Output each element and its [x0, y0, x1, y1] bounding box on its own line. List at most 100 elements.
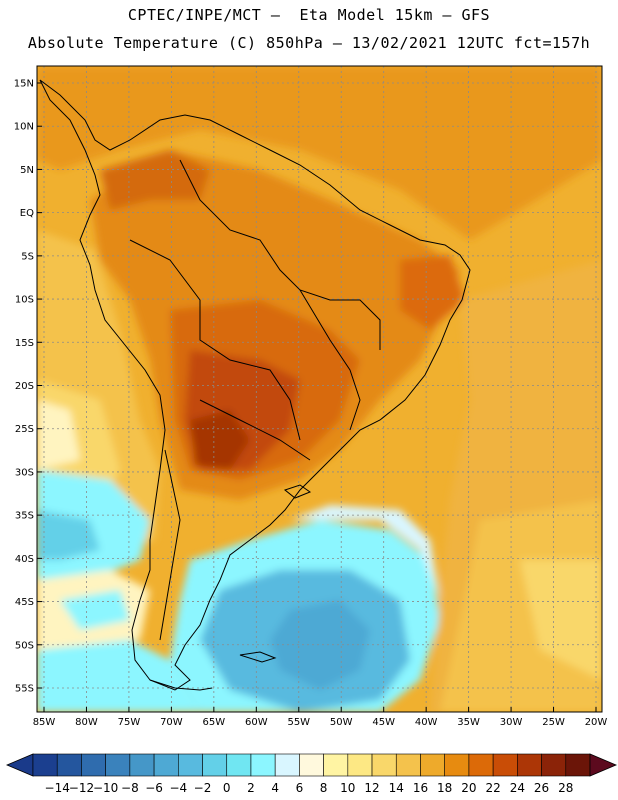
colorbar-label: 0: [223, 781, 231, 795]
colorbar-label: −10: [93, 781, 118, 795]
lat-label: 15N: [14, 79, 34, 90]
colorbar-label: 18: [437, 781, 452, 795]
colorbar: [5, 753, 618, 777]
field-zone: [270, 600, 370, 690]
colorbar-label: 20: [461, 781, 476, 795]
colorbar-swatch: [56, 753, 82, 777]
lat-label: 20S: [15, 381, 34, 392]
colorbar-swatch: [565, 753, 591, 777]
colorbar-label: −6: [145, 781, 163, 795]
chart-subtitle: Absolute Temperature (C) 850hPa – 13/02/…: [27, 34, 591, 52]
border-line: [179, 159, 381, 350]
field-zone: [37, 400, 80, 470]
colorbar-label: 24: [510, 781, 525, 795]
colorbar-labels: −14−12−10 −8 −6 −4 −2 0 2 4 6 8 10 12 14 16 18 20 22 24 26…: [45, 781, 574, 795]
lat-label: 10S: [15, 295, 34, 306]
colorbar-swatch: [420, 753, 445, 777]
field-zone: [400, 255, 465, 330]
colorbar-swatch: [517, 753, 542, 777]
lat-label: 30S: [15, 467, 34, 478]
colorbar-swatch: [129, 753, 155, 777]
lat-label: 45S: [15, 597, 34, 608]
axis-ticks: [37, 82, 597, 712]
colorbar-label: −2: [194, 781, 212, 795]
longitude-labels: 85W 80W 75W 70W 65W 60W 55W 50W 45W 40W 35W 30W 25W 2…: [33, 717, 608, 728]
field-zone: [37, 640, 200, 712]
lon-label: 40W: [415, 717, 438, 728]
temperature-field: [37, 66, 602, 712]
colorbar-swatch: [323, 753, 349, 777]
lon-label: 85W: [33, 717, 56, 728]
colorbar-label: 8: [320, 781, 328, 795]
colorbar-swatch: [468, 753, 494, 777]
lon-label: 20W: [585, 717, 608, 728]
continent-outline: [39, 79, 471, 691]
colorbar-label: 28: [558, 781, 573, 795]
lat-label: 55S: [15, 684, 34, 695]
colorbar-swatch: [32, 753, 58, 777]
lon-label: 55W: [287, 717, 310, 728]
colorbar-swatch: [250, 753, 276, 777]
colorbar-label: −4: [169, 781, 187, 795]
colorbar-swatch: [153, 753, 179, 777]
colorbar-swatch: [541, 753, 567, 777]
field-zone: [520, 560, 602, 680]
colorbar-label: 26: [534, 781, 549, 795]
lat-label: 25S: [15, 424, 34, 435]
tierra-del-fuego: [149, 679, 213, 691]
colorbar-swatch: [492, 753, 518, 777]
border-line: [159, 449, 181, 641]
colorbar-label: −14: [45, 781, 70, 795]
lagoon: [283, 484, 312, 499]
colorbar-swatch: [226, 753, 252, 777]
lat-label: EQ: [20, 208, 34, 219]
border-line: [129, 239, 301, 441]
field-zone: [290, 505, 440, 600]
colorbar-swatch: [105, 753, 131, 777]
colorbar-swatch: [347, 753, 373, 777]
falkland-islands: [239, 651, 277, 663]
colorbar-swatch: [444, 753, 470, 777]
colorbar-label: 22: [485, 781, 500, 795]
colorbar-swatch: [202, 753, 228, 777]
border-line: [299, 289, 361, 431]
field-zone: [37, 470, 150, 590]
colorbar-label: 6: [296, 781, 304, 795]
lat-label: 40S: [15, 554, 34, 565]
lat-label: 5N: [20, 165, 34, 176]
field-zone: [37, 510, 100, 560]
colorbar-label: −12: [69, 781, 94, 795]
field-zone: [60, 590, 130, 630]
colorbar-max-arrow: [589, 753, 618, 777]
map-frame: [36, 65, 603, 713]
lon-label: 35W: [457, 717, 480, 728]
lon-label: 80W: [75, 717, 98, 728]
colorbar-swatch: [371, 753, 397, 777]
colorbar-label: 14: [389, 781, 404, 795]
lat-label: 35S: [15, 511, 34, 522]
border-line: [199, 399, 311, 461]
lon-label: 60W: [245, 717, 268, 728]
colorbar-swatch: [81, 753, 106, 777]
colorbar-label: 16: [413, 781, 428, 795]
lon-label: 45W: [372, 717, 395, 728]
colorbar-label: 2: [247, 781, 255, 795]
colorbar-swatch: [299, 753, 324, 777]
colorbar-label: 10: [340, 781, 355, 795]
colorbar-swatch: [274, 753, 300, 777]
lat-label: 50S: [15, 640, 34, 651]
chart-title: CPTEC/INPE/MCT – Eta Model 15km – GFS: [127, 6, 491, 24]
lon-label: 65W: [203, 717, 226, 728]
latitude-labels: 15N 10N 5N EQ 5S 10S 15S 20S 25S 30S 35S 40S 45S 50S 5…: [14, 79, 34, 695]
graticule: [37, 66, 602, 712]
colorbar-swatch: [395, 753, 421, 777]
field-zone: [190, 410, 250, 470]
colorbar-label: −8: [121, 781, 139, 795]
lon-label: 25W: [542, 717, 565, 728]
coastlines: [39, 79, 471, 691]
lon-label: 75W: [118, 717, 141, 728]
lat-label: 15S: [15, 338, 34, 349]
lon-label: 70W: [160, 717, 183, 728]
colorbar-label: 12: [364, 781, 379, 795]
